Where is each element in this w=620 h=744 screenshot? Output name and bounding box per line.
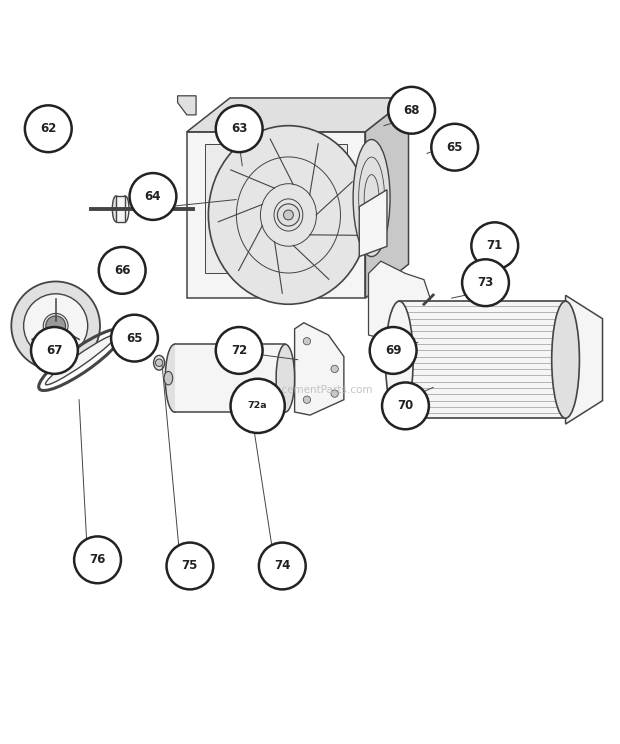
- Circle shape: [24, 294, 87, 358]
- Polygon shape: [294, 323, 344, 415]
- FancyBboxPatch shape: [116, 196, 125, 222]
- FancyBboxPatch shape: [174, 344, 285, 412]
- Polygon shape: [365, 98, 409, 298]
- Polygon shape: [187, 132, 365, 298]
- Text: 70: 70: [397, 400, 414, 412]
- Text: 65: 65: [126, 332, 143, 344]
- Circle shape: [370, 327, 417, 373]
- Ellipse shape: [166, 344, 184, 412]
- Ellipse shape: [154, 356, 165, 371]
- Ellipse shape: [112, 196, 120, 222]
- Text: 66: 66: [114, 264, 130, 277]
- Text: 64: 64: [144, 190, 161, 203]
- Circle shape: [216, 106, 263, 152]
- Ellipse shape: [353, 140, 390, 257]
- Text: 73: 73: [477, 276, 494, 289]
- Text: 69: 69: [385, 344, 401, 357]
- Circle shape: [156, 359, 163, 367]
- Circle shape: [259, 542, 306, 589]
- Circle shape: [277, 204, 299, 226]
- Circle shape: [471, 222, 518, 269]
- Ellipse shape: [386, 301, 413, 418]
- Circle shape: [283, 210, 293, 220]
- Circle shape: [43, 313, 68, 339]
- Ellipse shape: [552, 301, 580, 418]
- Text: 62: 62: [40, 122, 56, 135]
- Circle shape: [31, 327, 78, 373]
- Circle shape: [216, 327, 263, 373]
- Polygon shape: [565, 295, 603, 424]
- Text: 72: 72: [231, 344, 247, 357]
- Circle shape: [167, 542, 213, 589]
- Circle shape: [388, 87, 435, 134]
- Text: eReplacementParts.com: eReplacementParts.com: [247, 385, 373, 396]
- Text: 67: 67: [46, 344, 63, 357]
- Ellipse shape: [45, 335, 117, 385]
- Circle shape: [303, 338, 311, 345]
- Circle shape: [25, 106, 72, 152]
- Text: 68: 68: [404, 103, 420, 117]
- Circle shape: [432, 124, 478, 170]
- FancyBboxPatch shape: [399, 301, 565, 418]
- Circle shape: [331, 365, 339, 373]
- Text: 63: 63: [231, 122, 247, 135]
- Circle shape: [231, 379, 285, 433]
- Text: 76: 76: [89, 554, 106, 566]
- Circle shape: [130, 173, 176, 220]
- Text: 71: 71: [487, 240, 503, 252]
- Polygon shape: [187, 98, 409, 132]
- Text: 65: 65: [446, 141, 463, 154]
- Polygon shape: [368, 261, 430, 341]
- Circle shape: [331, 390, 339, 397]
- Circle shape: [99, 247, 146, 294]
- Polygon shape: [359, 190, 387, 257]
- Circle shape: [46, 316, 66, 336]
- Circle shape: [382, 382, 429, 429]
- Ellipse shape: [208, 126, 368, 304]
- Polygon shape: [205, 144, 347, 274]
- Circle shape: [462, 260, 509, 306]
- Polygon shape: [177, 96, 196, 115]
- Circle shape: [111, 315, 158, 362]
- Ellipse shape: [276, 344, 294, 412]
- Ellipse shape: [122, 196, 129, 222]
- Circle shape: [11, 281, 100, 371]
- Circle shape: [74, 536, 121, 583]
- Text: 75: 75: [182, 559, 198, 572]
- Text: 74: 74: [274, 559, 291, 572]
- Text: 72a: 72a: [248, 401, 267, 411]
- Circle shape: [303, 396, 311, 403]
- Ellipse shape: [164, 371, 172, 385]
